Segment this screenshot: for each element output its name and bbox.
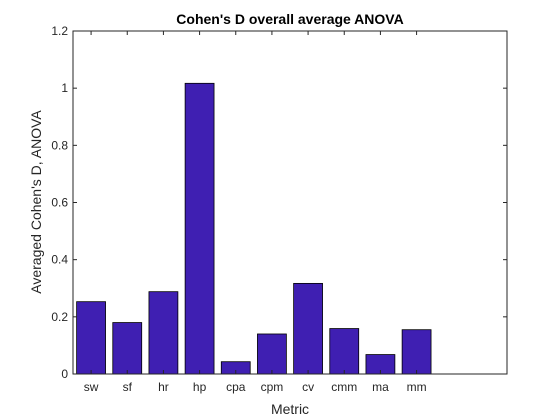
x-tick-label: cpm (261, 380, 284, 394)
bar-hr (148, 291, 179, 375)
bar-sw (76, 301, 106, 375)
x-tick-label: cpa (226, 380, 246, 394)
x-tick-label: sf (123, 380, 133, 394)
y-axis-label: Averaged Cohen's D, ANOVA (28, 110, 44, 294)
y-tick-label: 0 (61, 367, 68, 381)
bar-cv (293, 282, 323, 375)
x-tick-label: hr (158, 380, 169, 394)
bar-hp (184, 82, 215, 375)
bar-sf (112, 322, 143, 375)
y-tick-label: 0.8 (51, 138, 68, 152)
x-tick-label: sw (84, 380, 99, 394)
x-tick-label: mm (407, 380, 427, 394)
bar-cpm (257, 333, 287, 375)
bar-mm (401, 329, 432, 375)
x-tick-label: hp (193, 380, 207, 394)
y-tick-label: 1.2 (51, 24, 68, 38)
chart-title: Cohen's D overall average ANOVA (176, 11, 403, 27)
bars-group (76, 82, 432, 375)
x-tick-label: cmm (331, 380, 357, 394)
y-axis-ticks: 0 0.2 0.4 0.6 0.8 1 1.2 (51, 24, 507, 381)
x-tick-label: cv (302, 380, 314, 394)
bar-cmm (329, 328, 360, 375)
y-tick-label: 1 (61, 81, 68, 95)
x-tick-label: ma (372, 380, 389, 394)
plot-area (73, 31, 507, 374)
y-tick-label: 0.6 (51, 196, 68, 210)
x-axis-label: Metric (271, 401, 309, 417)
y-tick-label: 0.2 (51, 310, 68, 324)
y-tick-label: 0.4 (51, 253, 68, 267)
x-axis-ticks: sw sf hr hp cpa cpm cv cmm ma mm (84, 31, 427, 394)
